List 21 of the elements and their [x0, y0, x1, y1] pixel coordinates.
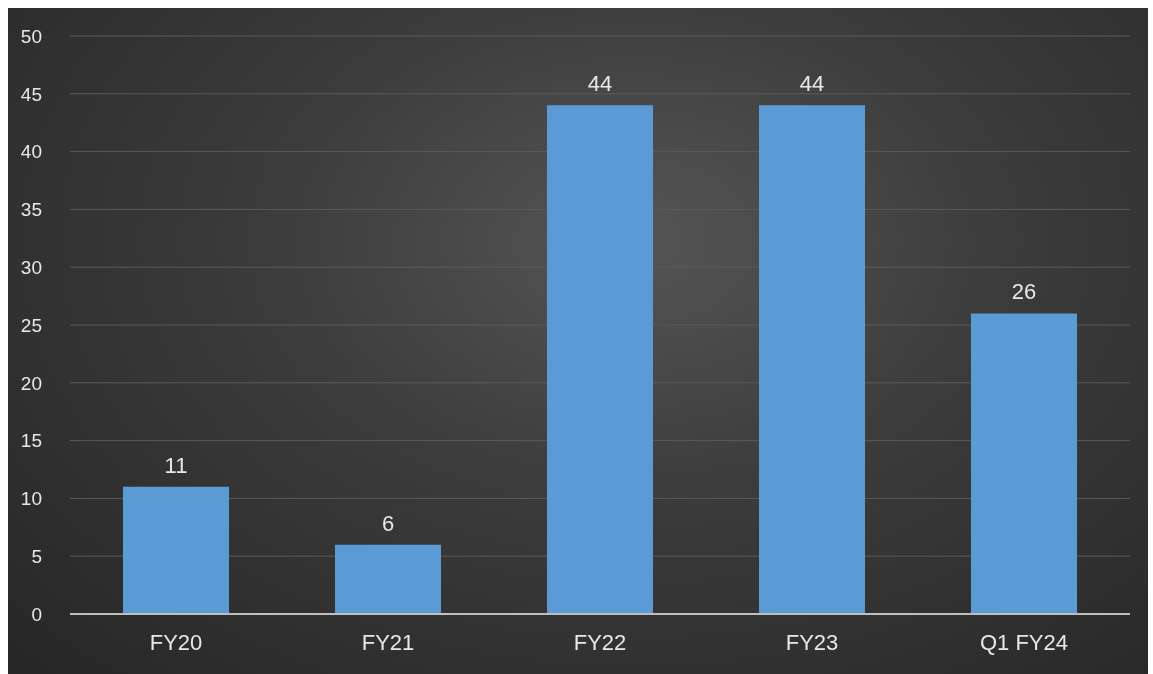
y-tick-label: 50: [20, 25, 42, 47]
data-label: 26: [1011, 279, 1037, 305]
y-tick-label: 35: [20, 199, 42, 221]
data-label: 44: [799, 71, 825, 97]
y-tick-label: 0: [31, 603, 42, 625]
y-tick-label: 25: [20, 314, 42, 336]
x-tick-label: FY20: [149, 629, 203, 655]
y-tick-label: 15: [20, 430, 42, 452]
y-tick-label: 30: [20, 256, 42, 278]
data-label: 6: [381, 510, 395, 536]
data-label: 44: [587, 71, 613, 97]
y-tick-label: 10: [20, 488, 42, 510]
x-tick-label: Q1 FY24: [979, 629, 1069, 655]
y-tick-label: 40: [20, 141, 42, 163]
x-tick-label: FY21: [361, 629, 415, 655]
x-tick-label: FY23: [785, 629, 839, 655]
data-label: 11: [164, 452, 188, 478]
y-tick-label: 20: [20, 372, 42, 394]
x-tick-label: FY22: [573, 629, 627, 655]
y-tick-label: 45: [20, 83, 42, 105]
y-tick-label: 5: [31, 545, 42, 567]
